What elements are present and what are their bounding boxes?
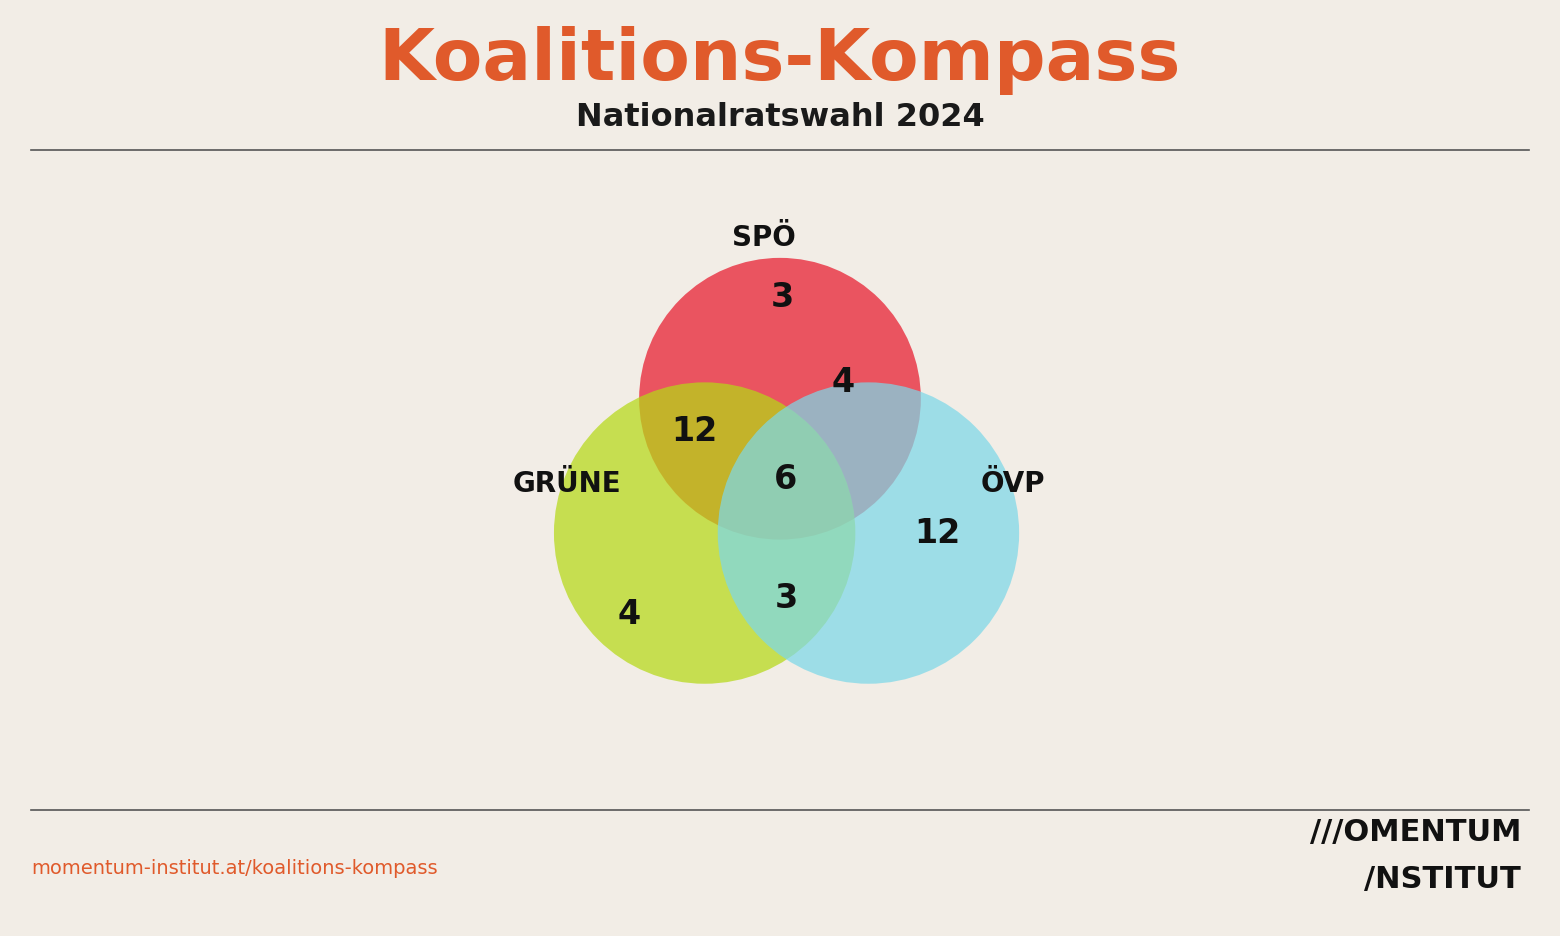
- Text: SPÖ: SPÖ: [732, 225, 796, 252]
- Text: 6: 6: [774, 462, 797, 496]
- Text: 3: 3: [775, 582, 799, 615]
- Text: Koalitions-Kompass: Koalitions-Kompass: [379, 26, 1181, 95]
- Text: momentum-institut.at/koalitions-kompass: momentum-institut.at/koalitions-kompass: [31, 859, 438, 878]
- Text: 12: 12: [914, 517, 961, 549]
- Text: ///OMENTUM: ///OMENTUM: [1309, 818, 1521, 847]
- Text: GRÜNE: GRÜNE: [513, 470, 621, 498]
- Text: ÖVP: ÖVP: [980, 470, 1045, 498]
- Text: 12: 12: [672, 415, 718, 448]
- Circle shape: [718, 382, 1019, 683]
- Text: Nationalratswahl 2024: Nationalratswahl 2024: [576, 101, 984, 133]
- Text: 4: 4: [618, 598, 641, 632]
- Text: 4: 4: [831, 366, 855, 399]
- Circle shape: [554, 382, 855, 683]
- Text: /NSTITUT: /NSTITUT: [1365, 865, 1521, 894]
- Circle shape: [640, 257, 920, 539]
- Text: 3: 3: [771, 281, 794, 314]
